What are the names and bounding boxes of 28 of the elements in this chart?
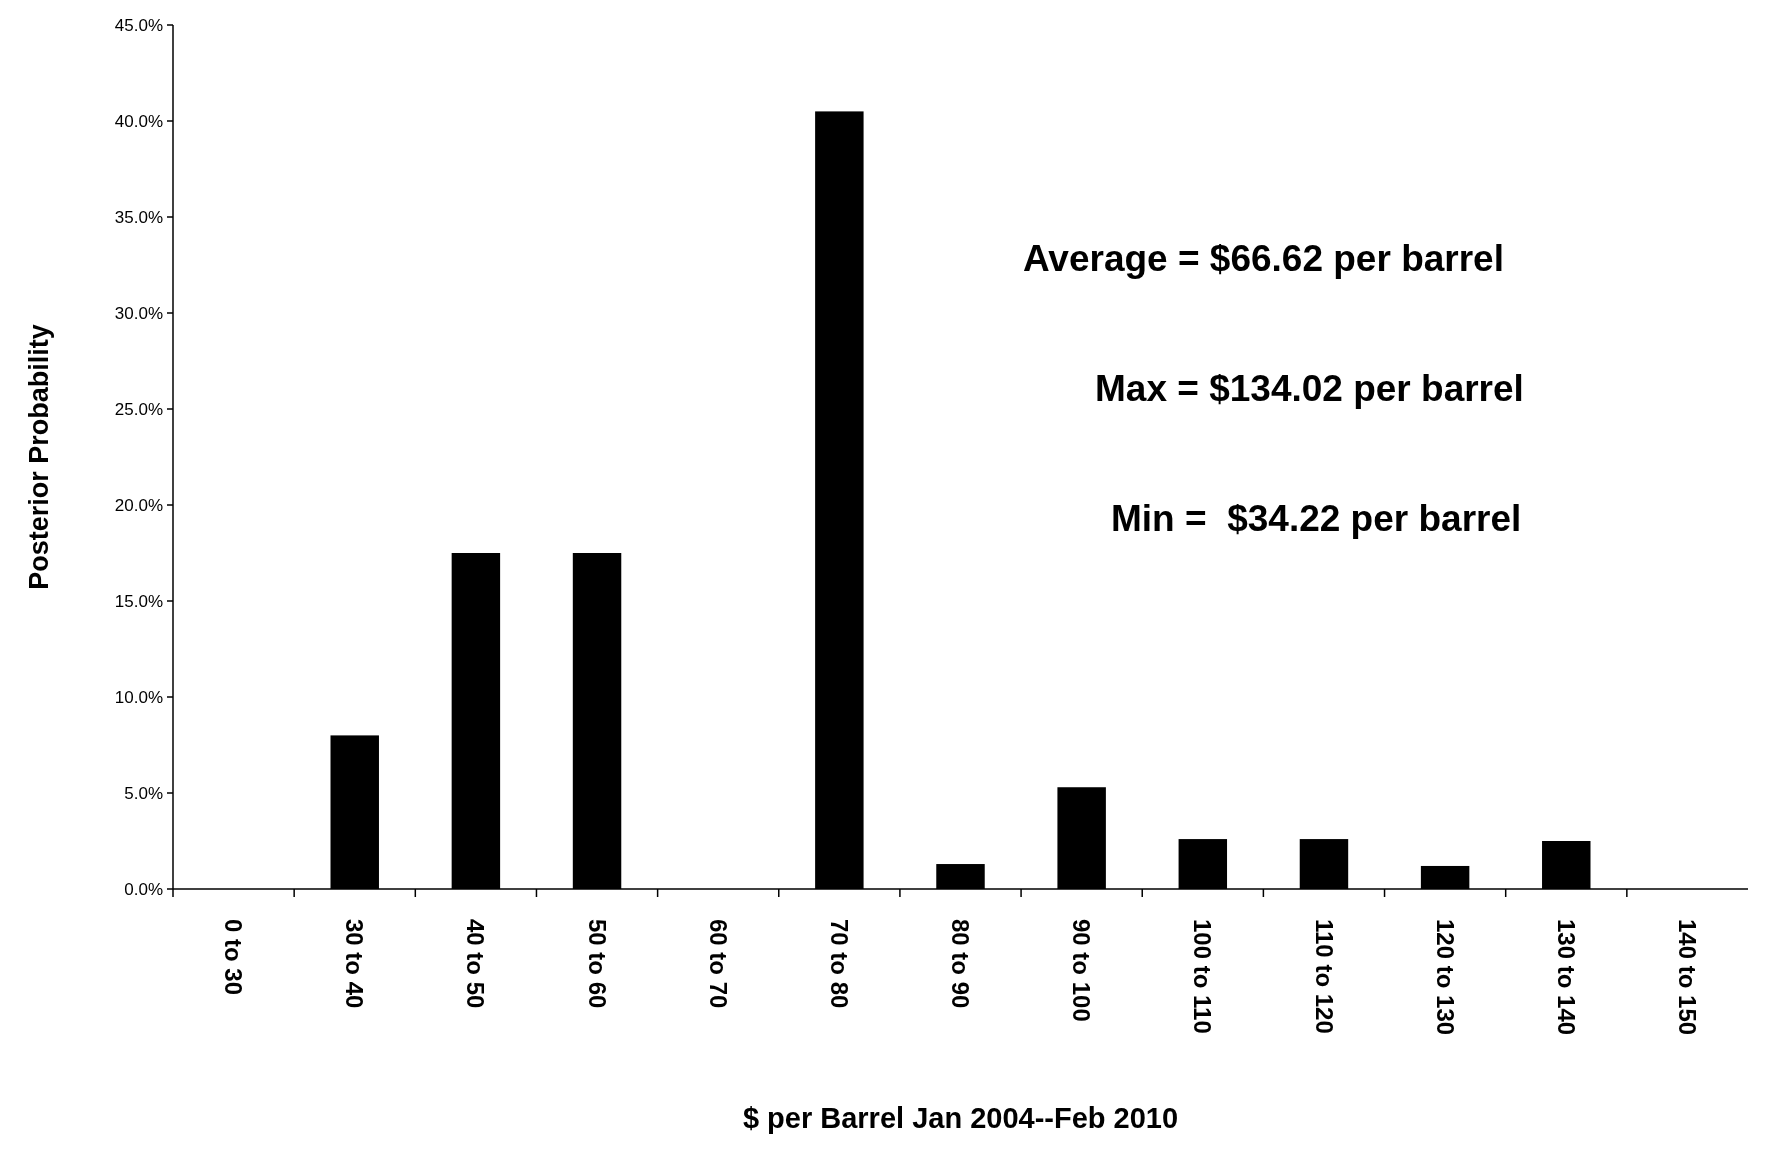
x-tick-label: 110 to 120	[1310, 919, 1338, 1034]
x-tick-label: 30 to 40	[341, 919, 369, 1009]
x-tick-label: 40 to 50	[462, 919, 490, 1009]
y-tick-label: 15.0%	[114, 591, 163, 611]
y-tick-label: 20.0%	[114, 495, 163, 515]
annotation: Average = $66.62 per barrel	[1023, 238, 1504, 279]
y-tick-label: 10.0%	[114, 687, 163, 707]
x-tick-label: 60 to 70	[704, 919, 732, 1009]
y-tick-label: 35.0%	[114, 207, 163, 227]
x-tick-label: 70 to 80	[825, 919, 853, 1009]
x-tick-label: 130 to 140	[1552, 919, 1580, 1036]
x-tick-label: 100 to 110	[1189, 919, 1217, 1034]
x-axis-title: $ per Barrel Jan 2004--Feb 2010	[742, 1102, 1179, 1134]
x-tick-label: 140 to 150	[1674, 919, 1702, 1036]
y-tick-label: 40.0%	[114, 111, 163, 131]
y-tick-label: 0.0%	[124, 879, 163, 899]
x-tick-label: 120 to 130	[1431, 919, 1459, 1036]
y-axis-title: Posterior Probability	[24, 324, 54, 590]
annotation: Max = $134.02 per barrel	[1095, 368, 1524, 409]
x-tick-label: 90 to 100	[1068, 919, 1096, 1022]
y-tick-label: 5.0%	[124, 783, 163, 803]
x-tick-label: 50 to 60	[583, 919, 611, 1009]
y-tick-label: 45.0%	[114, 15, 163, 35]
annotation: Min = $34.22 per barrel	[1111, 498, 1522, 539]
x-tick-label: 0 to 30	[220, 919, 248, 996]
x-tick-label: 80 to 90	[947, 919, 975, 1009]
y-tick-label: 30.0%	[114, 303, 163, 323]
y-tick-label: 25.0%	[114, 399, 163, 419]
